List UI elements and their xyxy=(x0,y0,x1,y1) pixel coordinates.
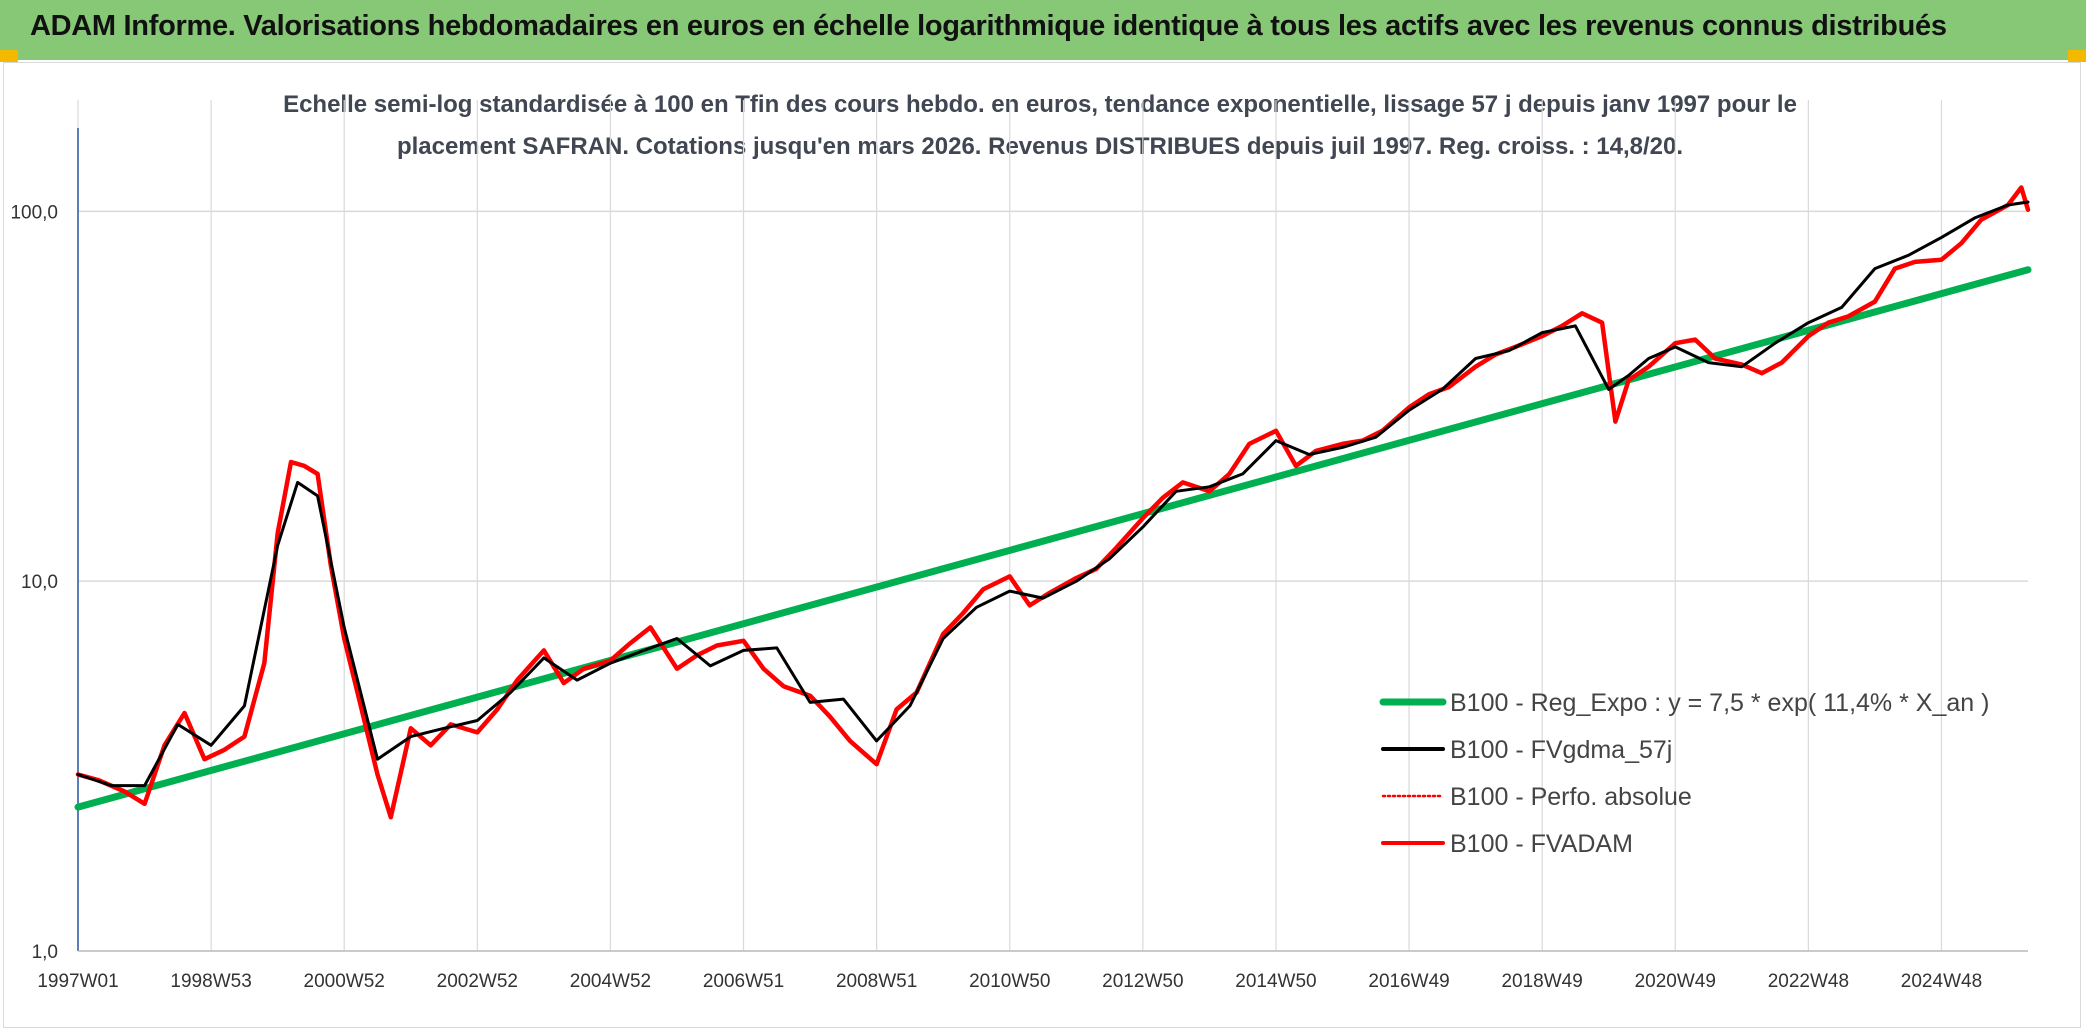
y-tick-label: 10,0 xyxy=(21,572,58,593)
grid-layer xyxy=(77,100,2028,952)
chart-title: Echelle semi-log standardisée à 100 en T… xyxy=(240,84,1840,168)
x-tick-label: 2014W50 xyxy=(1235,971,1316,992)
series-line-fvadam xyxy=(75,185,2031,820)
x-tick-label: 2016W49 xyxy=(1368,971,1449,992)
x-tick-label: 2008W51 xyxy=(836,971,917,992)
axis-layer: 1,0 10,0 100,0 1997W01 1998W53 2000W52 2002W52… xyxy=(10,128,2028,992)
corner-marker-left xyxy=(0,50,18,62)
legend-label-absolute: B100 - Perfo. absolue xyxy=(1450,783,1692,811)
legend-label-fvadam: B100 - FVADAM xyxy=(1450,830,1633,858)
y-tick-label: 1,0 xyxy=(32,942,58,963)
x-tick-label: 2012W50 xyxy=(1102,971,1183,992)
x-tick-label: 2024W48 xyxy=(1901,971,1982,992)
chart-title-line-2: placement SAFRAN. Cotations jusqu'en mar… xyxy=(396,133,1684,160)
x-tick-label: 1997W01 xyxy=(37,971,118,992)
x-tick-label: 2022W48 xyxy=(1768,971,1849,992)
x-tick-label: 2006W51 xyxy=(703,971,784,992)
legend-label-smoothed: B100 - FVgdma_57j xyxy=(1450,736,1672,764)
x-tick-label: 2004W52 xyxy=(570,971,651,992)
x-tick-label: 1998W53 xyxy=(170,971,251,992)
legend: B100 - Reg_Expo : y = 7,5 * exp( 11,4% *… xyxy=(1379,689,1989,858)
page-title: ADAM Informe. Valorisations hebdomadaire… xyxy=(30,10,1947,42)
x-tick-label: 2000W52 xyxy=(304,971,385,992)
chart-title-line-1: Echelle semi-log standardisée à 100 en T… xyxy=(283,91,1797,118)
y-tick-label: 100,0 xyxy=(10,202,58,223)
series-line-absolute xyxy=(77,186,2029,819)
series-line-smoothed xyxy=(76,200,2030,788)
header-banner: ADAM Informe. Valorisations hebdomadaire… xyxy=(0,0,2086,60)
x-tick-label: 2018W49 xyxy=(1501,971,1582,992)
series-layer xyxy=(74,185,2032,820)
x-tick-label: 2020W49 xyxy=(1635,971,1716,992)
x-tick-label: 2010W50 xyxy=(969,971,1050,992)
x-tick-label: 2002W52 xyxy=(437,971,518,992)
legend-label-regression: B100 - Reg_Expo : y = 7,5 * exp( 11,4% *… xyxy=(1450,689,1989,717)
corner-marker-right xyxy=(2068,50,2086,62)
